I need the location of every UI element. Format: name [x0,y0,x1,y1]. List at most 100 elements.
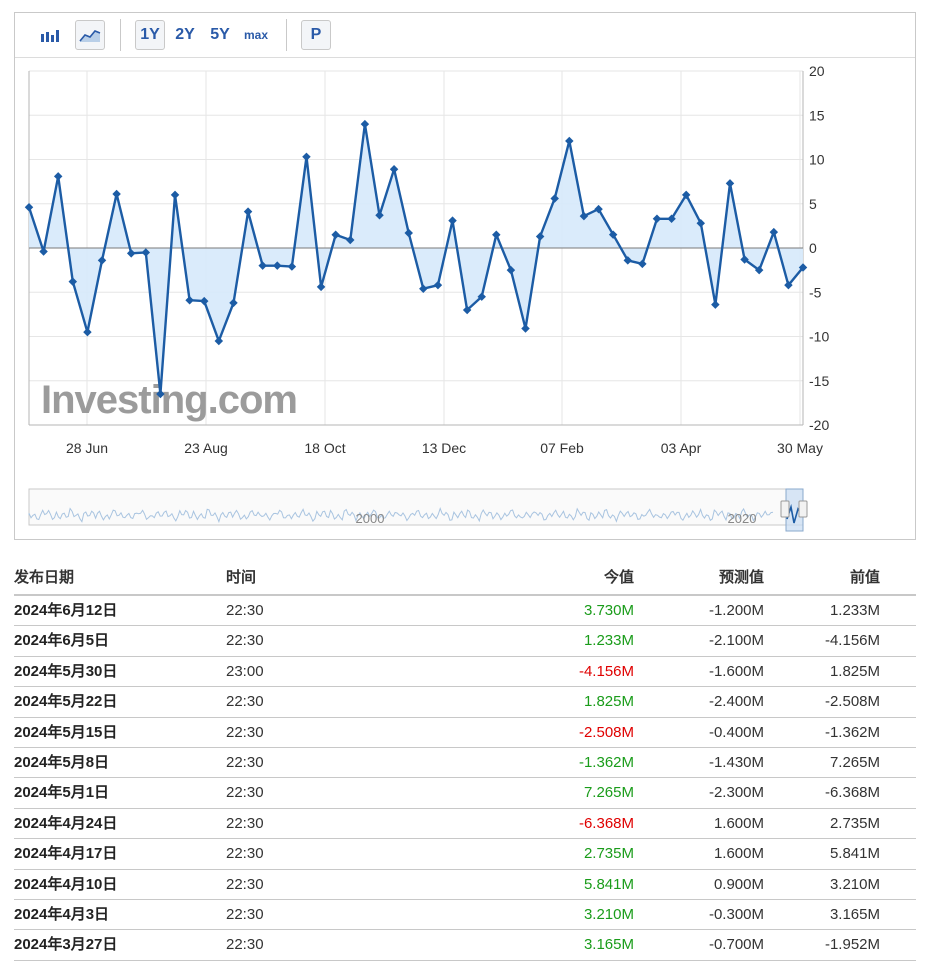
data-point [287,262,297,271]
actual-cell: 7.265M [583,784,634,802]
data-point [141,248,151,257]
data-point [784,280,793,290]
date-cell: 2024年4月17日 [14,845,118,863]
data-point [711,300,720,309]
date-cell: 2024年4月3日 [14,905,110,923]
time-cell: 22:30 [226,602,264,619]
data-point [24,203,34,212]
data-point [477,292,486,301]
data-point [243,207,253,216]
toolbar-divider [120,19,121,51]
date-cell: 2024年6月12日 [14,602,118,619]
data-point [389,164,399,174]
date-cell: 2024年5月30日 [14,662,118,680]
date-cell: 2024年3月27日 [14,936,118,954]
bar-chart-icon[interactable] [37,20,65,50]
data-point [433,280,443,290]
navigator-handle-right[interactable] [798,500,808,518]
header-time: 时间 [226,569,257,586]
toolbar-divider [286,19,287,51]
chart-toolbar: 1Y 2Y 5Y max P [15,13,915,58]
time-cell: 22:30 [226,875,264,893]
previous-cell: 7.265M [829,753,880,771]
actual-cell: -2.508M [578,723,634,741]
time-cell: 22:30 [226,845,264,863]
time-cell: 22:30 [226,753,264,771]
forecast-cell: 1.600M [713,845,764,863]
actual-cell: 3.210M [583,905,634,923]
x-tick-label: 30 May [777,440,823,456]
table-row: 2024年4月10日 22:30 5.841M 0.900M 3.210M [14,870,916,900]
data-point [331,230,340,239]
p-button[interactable]: P [301,20,331,50]
data-point [316,282,326,292]
navigator[interactable] [28,488,804,526]
x-tick-label: 03 Apr [661,440,702,456]
previous-cell: -2.508M [824,693,880,711]
time-cell: 22:30 [226,936,264,954]
previous-cell: -4.156M [824,632,880,650]
forecast-cell: -2.300M [708,784,764,802]
time-cell: 22:30 [226,723,264,741]
data-point [39,247,48,256]
time-cell: 22:30 [226,814,264,832]
x-tick-label: 07 Feb [540,440,584,456]
time-cell: 22:30 [226,784,264,802]
data-point [83,327,92,337]
data-point [214,336,224,346]
y-tick-label: -15 [809,373,829,389]
table-body: 2024年6月12日 22:30 3.730M -1.200M 1.233M 2024年6… [14,596,916,961]
table-row: 2024年3月27日 22:30 3.165M -0.700M -1.952M [14,930,916,961]
data-point [112,189,121,199]
y-tick-label: 15 [809,107,825,123]
table-row: 2024年6月12日 22:30 3.730M -1.200M 1.233M [14,596,916,627]
range-1y-button[interactable]: 1Y [135,20,165,50]
navigator-line [28,507,774,524]
actual-cell: 1.233M [583,632,634,650]
header-date: 发布日期 [14,569,75,586]
table-row: 2024年5月15日 22:30 -2.508M -0.400M -1.362M [14,718,916,748]
data-point [608,230,618,239]
previous-cell: 1.825M [829,662,880,680]
data-point [740,255,749,264]
date-cell: 2024年6月5日 [14,632,110,650]
forecast-cell: -0.700M [708,936,764,954]
forecast-cell: -0.300M [708,905,764,923]
data-point [638,259,647,269]
time-cell: 22:30 [226,632,264,650]
y-tick-label: 5 [809,196,817,212]
previous-cell: 5.841M [829,845,880,863]
data-point [126,249,136,258]
forecast-cell: -2.100M [708,632,764,650]
date-cell: 2024年4月24日 [14,814,118,832]
area-chart-icon[interactable] [75,20,105,50]
y-tick-label: -10 [809,329,829,345]
data-table: 发布日期 时间 今值 预测值 前值 2024年6月12日 22:30 3.730M -… [14,562,916,961]
date-cell: 2024年5月22日 [14,693,118,711]
range-max-button[interactable]: max [243,28,269,42]
range-2y-button[interactable]: 2Y [175,26,195,43]
data-point [53,172,63,181]
table-header: 发布日期 时间 今值 预测值 前值 [14,562,916,596]
forecast-cell: -0.400M [708,723,764,741]
data-point [419,284,428,293]
data-point [360,119,370,129]
actual-cell: -1.362M [578,753,634,771]
forecast-cell: -1.600M [708,662,764,680]
actual-cell: 2.735M [583,845,634,863]
data-point [521,324,530,333]
data-point [769,227,779,237]
range-5y-button[interactable]: 5Y [210,26,230,43]
navigator-handle-left[interactable] [780,500,790,518]
forecast-cell: 1.600M [713,814,764,832]
data-point [462,305,472,315]
data-point [798,263,808,272]
previous-cell: -1.362M [824,723,880,741]
x-tick-label: 23 Aug [184,440,228,456]
forecast-cell: -2.400M [708,693,764,711]
x-tick-label: 18 Oct [304,440,345,456]
data-point [579,211,589,221]
forecast-cell: -1.200M [708,602,764,619]
data-point [725,179,735,188]
actual-cell: 1.825M [583,693,634,711]
